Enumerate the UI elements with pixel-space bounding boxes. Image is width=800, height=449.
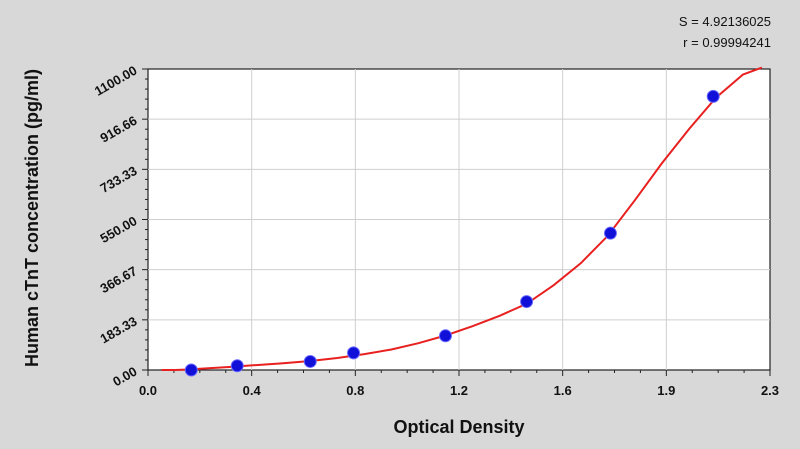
y-tick-label: 183.33 <box>98 313 140 346</box>
data-point <box>303 354 317 368</box>
x-tick-label: 0.4 <box>243 383 262 398</box>
x-tick-label: 0.0 <box>139 383 157 398</box>
data-point <box>347 346 361 360</box>
data-point <box>520 295 534 309</box>
stat-s: S = 4.92136025 <box>679 14 771 29</box>
data-point <box>230 359 244 373</box>
data-point <box>184 363 198 377</box>
x-tick-label: 1.9 <box>657 383 675 398</box>
x-tick-label: 2.3 <box>761 383 779 398</box>
x-tick-label: 1.6 <box>554 383 572 398</box>
data-point <box>438 329 452 343</box>
x-axis-title: Optical Density <box>393 417 524 437</box>
y-tick-label: 0.00 <box>110 364 139 390</box>
y-tick-label: 733.33 <box>98 163 140 196</box>
y-tick-label: 916.66 <box>98 113 140 146</box>
stat-r: r = 0.99994241 <box>683 35 771 50</box>
data-point <box>706 89 720 103</box>
y-tick-label: 366.67 <box>98 263 140 296</box>
x-tick-label: 1.2 <box>450 383 468 398</box>
y-tick-label: 550.00 <box>98 213 140 246</box>
y-axis-title: Human cTnT concentration (pg/ml) <box>22 69 42 367</box>
y-tick-label: 1100.00 <box>92 63 140 99</box>
x-tick-label: 0.8 <box>346 383 364 398</box>
data-point <box>603 226 617 240</box>
